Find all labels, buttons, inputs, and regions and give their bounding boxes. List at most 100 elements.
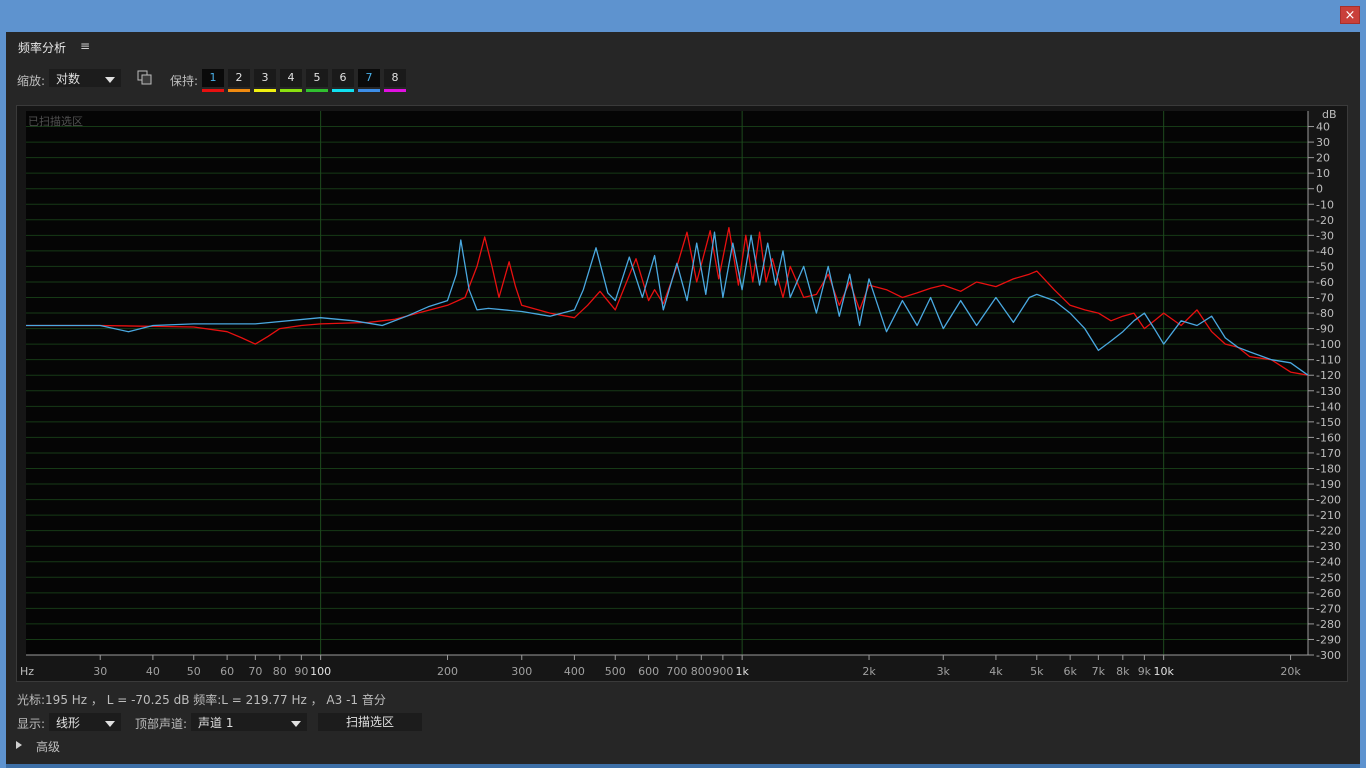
hold-slot-5[interactable]: 5 xyxy=(306,69,328,87)
hold-slot-color-7 xyxy=(358,89,380,92)
x-tick-label: 90 xyxy=(294,665,308,678)
chevron-down-icon xyxy=(291,721,301,727)
x-tick-label: 10k xyxy=(1153,665,1174,678)
display-dropdown-value: 线形 xyxy=(56,716,81,730)
close-button[interactable]: × xyxy=(1340,6,1360,24)
display-dropdown[interactable]: 线形 xyxy=(49,713,121,731)
hold-slot-1[interactable]: 1 xyxy=(202,69,224,87)
y-tick-label: -290 xyxy=(1316,633,1341,646)
hold-slot-color-3 xyxy=(254,89,276,92)
chevron-down-icon xyxy=(105,721,115,727)
x-tick-label: 50 xyxy=(187,665,201,678)
hold-slot-3[interactable]: 3 xyxy=(254,69,276,87)
hold-slot-6[interactable]: 6 xyxy=(332,69,354,87)
x-axis-unit: Hz xyxy=(20,665,34,678)
x-tick-label: 800 xyxy=(691,665,712,678)
sweep-selection-label: 已扫描选区 xyxy=(28,115,83,128)
window-title-bar xyxy=(0,0,1366,32)
hold-slot-color-2 xyxy=(228,89,250,92)
hold-slot-color-4 xyxy=(280,89,302,92)
y-tick-label: -40 xyxy=(1316,245,1334,258)
y-tick-label: -260 xyxy=(1316,587,1341,600)
y-tick-label: -240 xyxy=(1316,556,1341,569)
y-tick-label: -120 xyxy=(1316,369,1341,382)
advanced-toggle[interactable]: 高级 xyxy=(36,740,61,754)
y-tick-label: -230 xyxy=(1316,540,1341,553)
x-tick-label: 2k xyxy=(862,665,876,678)
spectrum-line-blue xyxy=(26,231,1309,376)
chevron-down-icon xyxy=(105,77,115,83)
x-tick-label: 100 xyxy=(310,665,331,678)
y-tick-label: -150 xyxy=(1316,416,1341,429)
y-tick-label: -60 xyxy=(1316,276,1334,289)
hold-slot-color-6 xyxy=(332,89,354,92)
x-tick-label: 7k xyxy=(1092,665,1106,678)
y-axis-unit: dB xyxy=(1322,108,1337,121)
display-label: 显示: xyxy=(17,717,46,731)
expand-arrow-icon[interactable] xyxy=(16,741,22,749)
hold-slot-color-5 xyxy=(306,89,328,92)
top-channel-dropdown[interactable]: 声道 1 xyxy=(191,713,307,731)
y-tick-label: -20 xyxy=(1316,214,1334,227)
x-tick-label: 3k xyxy=(937,665,951,678)
hold-slot-2[interactable]: 2 xyxy=(228,69,250,87)
y-tick-label: -70 xyxy=(1316,292,1334,305)
panel-menu-icon[interactable]: ≡ xyxy=(80,39,91,53)
y-tick-label: -210 xyxy=(1316,509,1341,522)
y-tick-label: -30 xyxy=(1316,229,1334,242)
y-tick-label: -170 xyxy=(1316,447,1341,460)
y-tick-label: -80 xyxy=(1316,307,1334,320)
y-tick-label: 0 xyxy=(1316,183,1323,196)
zoom-dropdown-value: 对数 xyxy=(56,72,81,86)
spectrum-line-red xyxy=(26,226,1309,376)
y-tick-label: -110 xyxy=(1316,354,1341,367)
x-tick-label: 5k xyxy=(1030,665,1044,678)
zoom-dropdown[interactable]: 对数 xyxy=(49,69,121,87)
hold-label: 保持: xyxy=(170,74,199,88)
spectrum-plot[interactable]: 40 30 20 100 -10 -20 -30 -40 -50 -60 -70 -80 -90 -100… xyxy=(16,105,1348,682)
y-tick-label: -280 xyxy=(1316,618,1341,631)
x-tick-label: 500 xyxy=(605,665,626,678)
y-tick-label: -220 xyxy=(1316,525,1341,538)
taskbar-strip xyxy=(6,764,1360,768)
x-tick-label: 60 xyxy=(220,665,234,678)
x-tick-label: 80 xyxy=(273,665,287,678)
x-tick-label: 1k xyxy=(735,665,749,678)
x-tick-label: 6k xyxy=(1063,665,1077,678)
x-tick-label: 900 xyxy=(712,665,733,678)
x-tick-label: 8k xyxy=(1116,665,1130,678)
copy-icon[interactable] xyxy=(137,70,153,86)
x-tick-label: 20k xyxy=(1280,665,1301,678)
y-tick-label: -140 xyxy=(1316,400,1341,413)
y-tick-label: -250 xyxy=(1316,571,1341,584)
x-tick-label: 4k xyxy=(989,665,1003,678)
scan-selection-button[interactable]: 扫描选区 xyxy=(318,713,422,731)
y-tick-label: -130 xyxy=(1316,385,1341,398)
x-tick-label: 700 xyxy=(666,665,687,678)
hold-slot-8[interactable]: 8 xyxy=(384,69,406,87)
x-tick-label: 30 xyxy=(93,665,107,678)
y-tick-label: -270 xyxy=(1316,602,1341,615)
x-tick-label: 40 xyxy=(146,665,160,678)
y-tick-label: 30 xyxy=(1316,136,1330,149)
top-channel-label: 顶部声道: xyxy=(135,717,188,731)
y-tick-label: -90 xyxy=(1316,323,1334,336)
panel-title: 频率分析 xyxy=(18,41,67,55)
x-tick-label: 300 xyxy=(511,665,532,678)
hold-slot-4[interactable]: 4 xyxy=(280,69,302,87)
y-tick-label: -160 xyxy=(1316,431,1341,444)
y-tick-label: -180 xyxy=(1316,462,1341,475)
y-tick-label: -100 xyxy=(1316,338,1341,351)
plot-area xyxy=(26,111,1308,655)
hold-slot-7[interactable]: 7 xyxy=(358,69,380,87)
y-tick-label: 20 xyxy=(1316,152,1330,165)
y-tick-label: -300 xyxy=(1316,649,1341,662)
x-tick-label: 9k xyxy=(1138,665,1152,678)
y-tick-label: 40 xyxy=(1316,121,1330,134)
y-tick-label: -50 xyxy=(1316,260,1334,273)
y-tick-label: -190 xyxy=(1316,478,1341,491)
y-tick-label: -10 xyxy=(1316,198,1334,211)
y-tick-label: -200 xyxy=(1316,494,1341,507)
x-tick-label: 600 xyxy=(638,665,659,678)
